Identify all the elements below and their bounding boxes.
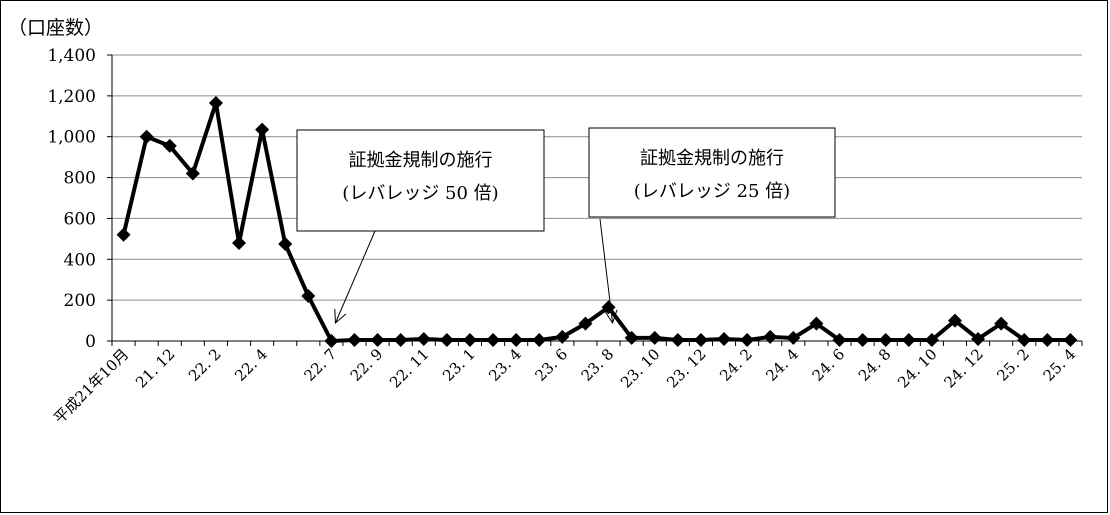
x-tick-label: 23. 12 [663, 345, 709, 391]
x-axis: 平成21年10月 21. 12 22. 2 22. 4 22. 7 22. 9 22. 11… [50, 55, 1083, 427]
y-tick-label: 0 [85, 332, 96, 352]
data-point [647, 330, 662, 345]
callout-arrowhead [334, 308, 347, 325]
x-tick-label: 24. 10 [894, 345, 940, 391]
callout-arrow [334, 230, 376, 324]
data-point [624, 330, 639, 345]
data-point [439, 332, 454, 347]
data-point [578, 316, 593, 331]
data-point [809, 316, 824, 331]
data-point [370, 332, 385, 347]
y-axis-ticks: 0 200 400 600 800 1,000 1,200 1,400 [47, 46, 112, 352]
data-point [994, 316, 1009, 331]
data-point [693, 332, 708, 347]
callout-text-line: (レバレッジ 25 倍) [634, 181, 790, 202]
data-point [208, 96, 223, 111]
data-point [601, 300, 616, 315]
callout-box [588, 127, 836, 218]
y-tick-label: 1,200 [47, 87, 96, 107]
x-tick-label: 22. 7 [301, 345, 341, 385]
y-tick-label: 200 [64, 291, 96, 311]
data-point [486, 332, 501, 347]
x-tick-label: 21. 12 [132, 345, 178, 391]
x-tick-label: 23. 1 [439, 345, 479, 385]
y-tick-label: 400 [64, 250, 96, 270]
y-axis-label: （口座数） [8, 17, 103, 39]
callout-text-line: 証拠金規制の施行 [349, 150, 493, 171]
annotation-callout: 証拠金規制の施行 (レバレッジ 50 倍) [296, 129, 545, 325]
data-point [901, 332, 916, 347]
callout-arrowhead [604, 309, 618, 325]
y-tick-label: 1,000 [47, 128, 96, 148]
data-point [717, 331, 732, 346]
x-tick-label: 25. 2 [993, 345, 1033, 385]
data-point [855, 332, 870, 347]
x-tick-label: 24. 12 [940, 345, 986, 391]
callout-text-line: 証拠金規制の施行 [640, 148, 784, 169]
data-point [462, 332, 477, 347]
x-tick-label: 23. 8 [578, 345, 618, 385]
callout-arrow [599, 218, 614, 324]
y-tick-label: 800 [64, 169, 96, 189]
data-point [162, 138, 177, 153]
data-point [878, 332, 893, 347]
data-point [555, 329, 570, 344]
data-point [509, 332, 524, 347]
x-tick-label: 25. 4 [1040, 345, 1080, 385]
data-point [1040, 332, 1055, 347]
data-point [116, 227, 131, 242]
data-point [255, 122, 270, 137]
data-point [393, 332, 408, 347]
data-point [971, 331, 986, 346]
x-tick-label: 23. 6 [531, 345, 571, 385]
data-point [347, 332, 362, 347]
y-tick-label: 600 [64, 209, 96, 229]
x-tick-label: 22. 11 [386, 345, 432, 391]
data-point [1063, 332, 1078, 347]
data-point [185, 166, 200, 181]
x-tick-label: 24. 6 [809, 345, 849, 385]
data-point [416, 331, 431, 346]
callout-box [296, 129, 545, 232]
x-tick-label: 24. 4 [762, 345, 802, 385]
x-tick-label: 23. 10 [617, 345, 663, 391]
x-tick-label: 23. 4 [485, 345, 525, 385]
data-point [924, 332, 939, 347]
data-point [832, 332, 847, 347]
data-point [139, 129, 154, 144]
x-tick-label: 平成21年10月 [50, 345, 132, 427]
x-tick-label: 24. 2 [716, 345, 756, 385]
data-point [786, 330, 801, 345]
x-tick-label: 24. 8 [855, 345, 895, 385]
data-point [1017, 332, 1032, 347]
series-line [116, 96, 1078, 348]
data-point [532, 332, 547, 347]
y-tick-label: 1,400 [47, 46, 96, 66]
data-point [670, 332, 685, 347]
callout-text-line: (レバレッジ 50 倍) [342, 183, 498, 204]
x-tick-label: 22. 9 [347, 345, 387, 385]
annotations: 証拠金規制の施行 (レバレッジ 50 倍) 証拠金規制の施行 (レバレッジ 25 倍) [296, 127, 836, 325]
x-tick-label: 22. 4 [231, 345, 271, 385]
data-point [947, 313, 962, 328]
data-point [278, 236, 293, 251]
data-point [232, 235, 247, 250]
data-point [763, 329, 778, 344]
annotation-callout: 証拠金規制の施行 (レバレッジ 25 倍) [588, 127, 836, 325]
data-point [324, 334, 339, 348]
data-point [740, 332, 755, 347]
data-point [301, 289, 316, 304]
x-tick-label: 22. 2 [185, 345, 225, 385]
